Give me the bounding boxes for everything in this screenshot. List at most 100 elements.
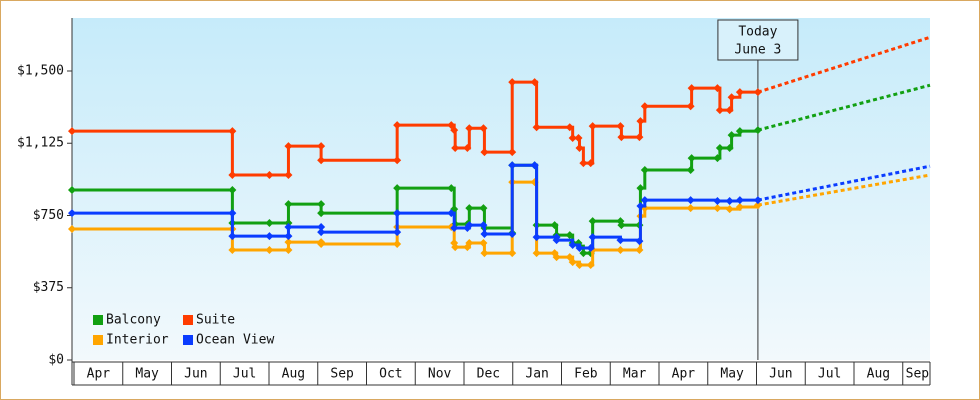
price-point bbox=[532, 123, 541, 132]
legend-label: Balcony bbox=[106, 313, 161, 328]
price-point bbox=[317, 156, 326, 165]
x-tick-label: Jul bbox=[233, 367, 256, 382]
legend-swatch bbox=[183, 315, 193, 325]
price-point bbox=[480, 229, 489, 238]
price-point bbox=[450, 126, 459, 135]
price-point bbox=[465, 124, 474, 133]
price-point bbox=[640, 166, 649, 175]
price-point bbox=[552, 236, 561, 245]
price-point bbox=[686, 204, 695, 213]
forecast-line bbox=[757, 35, 931, 94]
today-box bbox=[717, 19, 799, 61]
x-tick-label: Oct bbox=[379, 367, 402, 382]
price-point bbox=[451, 144, 460, 153]
price-point bbox=[508, 148, 517, 157]
price-point bbox=[636, 202, 645, 211]
x-tick-label: Aug bbox=[867, 367, 890, 382]
price-point bbox=[568, 134, 577, 143]
price-point bbox=[713, 84, 722, 93]
price-point bbox=[687, 84, 696, 93]
today-label: June 3 bbox=[734, 43, 781, 58]
price-line bbox=[72, 163, 758, 250]
price-point bbox=[228, 245, 237, 254]
price-point bbox=[265, 245, 274, 254]
price-point bbox=[725, 144, 734, 153]
price-point bbox=[588, 122, 597, 131]
price-point bbox=[727, 93, 736, 102]
price-point bbox=[532, 249, 541, 258]
price-point bbox=[725, 197, 734, 206]
price-point bbox=[393, 240, 402, 249]
price-point bbox=[284, 223, 293, 232]
price-point bbox=[68, 224, 76, 233]
x-tick-label: Apr bbox=[87, 367, 111, 382]
price-point bbox=[565, 123, 574, 132]
price-point bbox=[480, 249, 489, 258]
price-point bbox=[568, 240, 577, 249]
y-tick-label: $750 bbox=[33, 208, 64, 223]
legend-swatch bbox=[93, 315, 103, 325]
price-point bbox=[265, 171, 274, 180]
price-point bbox=[68, 209, 76, 218]
price-point bbox=[508, 161, 517, 170]
price-point bbox=[735, 196, 744, 205]
price-point bbox=[284, 232, 293, 241]
price-point bbox=[616, 236, 625, 245]
x-tick-label: Sep bbox=[330, 367, 354, 382]
price-point bbox=[228, 232, 237, 241]
legend-label: Suite bbox=[196, 313, 235, 328]
price-point bbox=[735, 88, 744, 97]
price-point bbox=[735, 203, 744, 212]
forecast-line bbox=[757, 164, 931, 202]
price-point bbox=[393, 121, 402, 130]
price-point bbox=[463, 144, 472, 153]
price-point bbox=[393, 228, 402, 237]
price-point bbox=[228, 171, 237, 180]
price-point bbox=[579, 249, 588, 258]
x-tick-label: Jul bbox=[818, 367, 841, 382]
price-point bbox=[508, 229, 517, 238]
price-point bbox=[636, 184, 645, 193]
price-point bbox=[725, 205, 734, 214]
price-point bbox=[727, 131, 736, 140]
x-tick-label: Feb bbox=[574, 367, 598, 382]
price-point bbox=[586, 159, 595, 168]
price-point bbox=[617, 133, 626, 142]
price-point bbox=[508, 78, 517, 87]
price-point bbox=[317, 209, 326, 218]
price-point bbox=[715, 106, 724, 115]
price-point bbox=[588, 217, 597, 226]
price-point bbox=[465, 239, 474, 248]
price-point bbox=[713, 204, 722, 213]
legend-swatch bbox=[93, 335, 103, 345]
price-point bbox=[725, 106, 734, 115]
price-point bbox=[317, 228, 326, 237]
forecast-line bbox=[757, 83, 931, 132]
price-point bbox=[284, 142, 293, 151]
price-point bbox=[284, 219, 293, 228]
price-point bbox=[450, 224, 459, 233]
price-point bbox=[317, 223, 326, 232]
legend-label: Interior bbox=[106, 333, 169, 348]
price-point bbox=[586, 261, 595, 270]
price-point bbox=[575, 144, 584, 153]
price-point bbox=[465, 204, 474, 213]
price-point bbox=[686, 102, 695, 111]
x-tick-label: Aug bbox=[282, 367, 305, 382]
price-point bbox=[588, 233, 597, 242]
price-point bbox=[447, 209, 456, 218]
price-point bbox=[635, 133, 644, 142]
price-point bbox=[635, 245, 644, 254]
price-point bbox=[68, 127, 76, 136]
price-point bbox=[640, 196, 649, 205]
price-point bbox=[616, 122, 625, 131]
price-point bbox=[68, 186, 76, 195]
price-point bbox=[753, 126, 762, 135]
price-point bbox=[480, 148, 489, 157]
legend-label: Ocean View bbox=[196, 333, 274, 348]
price-point bbox=[479, 221, 488, 230]
price-point bbox=[686, 166, 695, 175]
price-point bbox=[317, 240, 326, 249]
price-point bbox=[228, 186, 237, 195]
y-tick-label: $375 bbox=[33, 280, 64, 295]
